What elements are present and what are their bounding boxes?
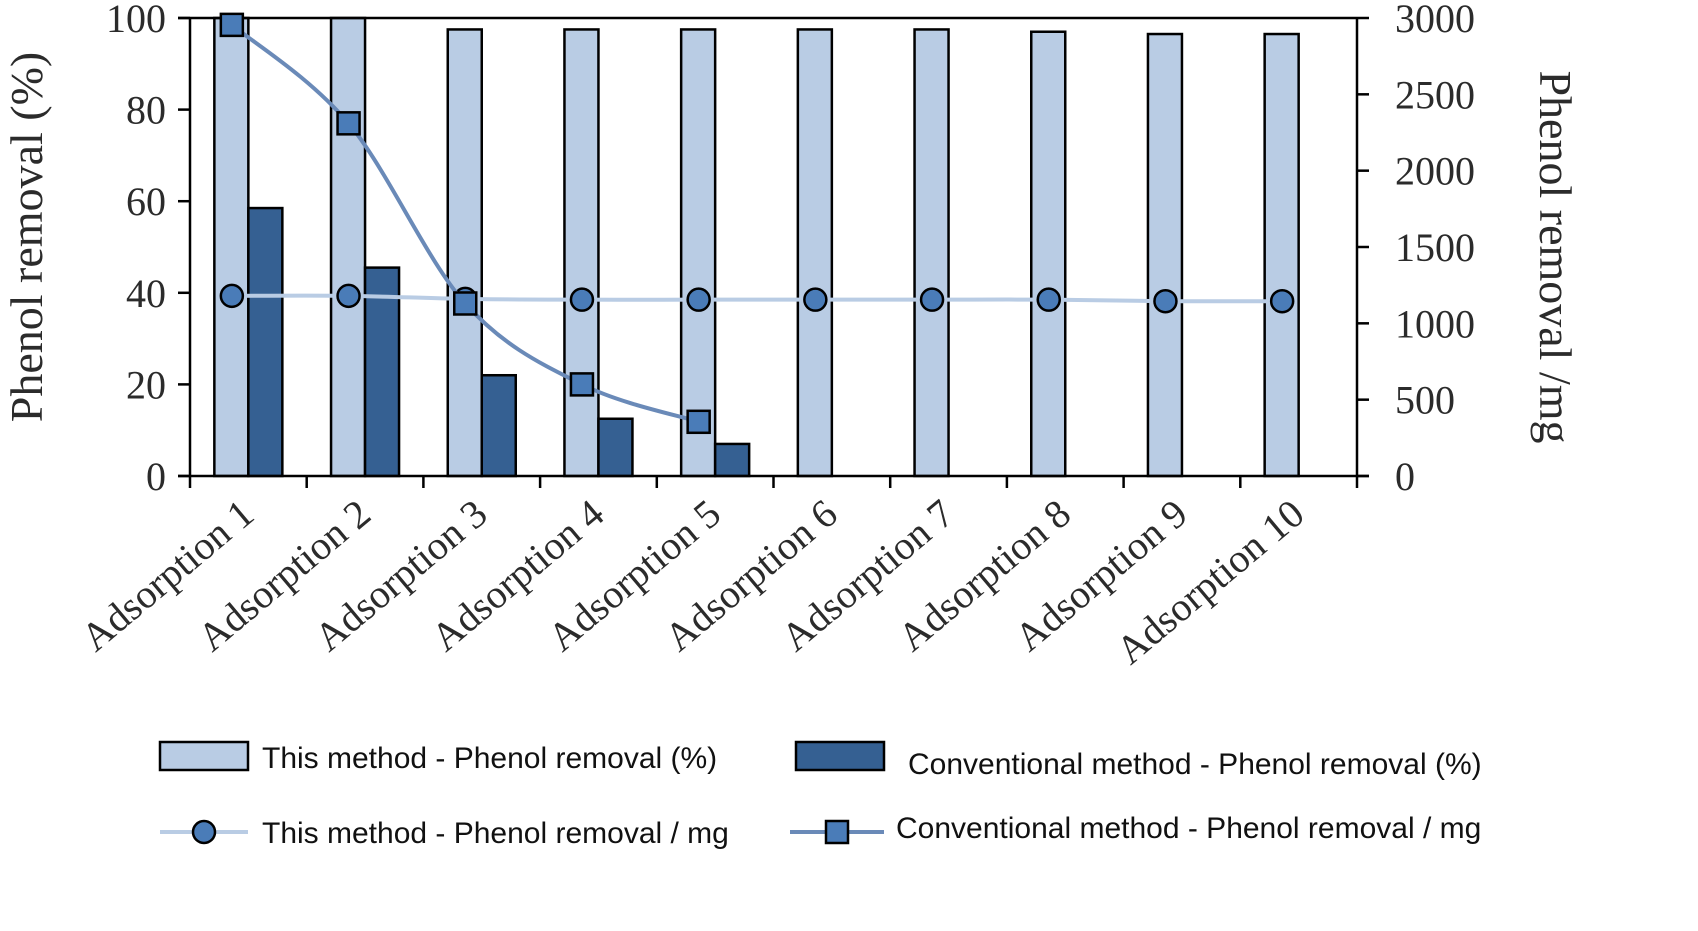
bar-conventional-method-1 — [247, 206, 284, 478]
legend-label-conventional-method-line: Conventional method - Phenol removal / m… — [896, 812, 1481, 845]
this-method-point-4 — [569, 287, 595, 312]
conventional-method-bars — [247, 206, 751, 478]
bar-this-method-9 — [1146, 32, 1184, 478]
right-tick-label-0: 0 — [1395, 454, 1415, 499]
bar-this-method-2 — [329, 16, 367, 478]
left-tick-label-3: 60 — [126, 179, 166, 224]
left-axis-title: Phenol removal (%) — [1, 52, 52, 422]
left-axis-ticks: 0 20 40 60 80 100 — [106, 0, 190, 499]
right-tick-label-3: 1500 — [1395, 225, 1475, 270]
legend-label-this-method-line: This method - Phenol removal / mg — [262, 817, 729, 850]
bar-this-method-5 — [679, 28, 717, 478]
legend-swatch-this-method-bar — [158, 740, 250, 772]
left-tick-label-4: 80 — [126, 88, 166, 133]
bar-this-method-6 — [796, 28, 834, 478]
left-tick-label-2: 40 — [126, 271, 166, 316]
right-tick-label-1: 500 — [1395, 378, 1455, 423]
this-method-point-9 — [1153, 288, 1178, 314]
this-method-point-2 — [336, 283, 361, 309]
this-method-point-10 — [1269, 288, 1295, 314]
this-method-line-path — [231, 293, 1283, 304]
bar-conventional-method-4 — [597, 417, 634, 478]
left-tick-label-5: 100 — [106, 0, 166, 41]
bar-this-method-3 — [446, 28, 483, 478]
bar-this-method-4 — [563, 28, 600, 478]
this-method-bars — [213, 16, 1300, 478]
conventional-method-line — [219, 12, 711, 435]
left-tick-label-0: 0 — [146, 454, 166, 499]
right-axis-ticks: 0 500 1000 1500 2000 2500 3000 — [1357, 0, 1475, 499]
bar-this-method-8 — [1030, 30, 1067, 478]
right-tick-label-2: 1000 — [1395, 301, 1475, 346]
this-method-point-7 — [919, 287, 945, 312]
this-method-point-8 — [1036, 287, 1061, 312]
this-method-point-6 — [803, 287, 828, 312]
conventional-method-point-5 — [686, 409, 711, 435]
bar-this-method-1 — [213, 16, 250, 478]
legend-label-conventional-method-bar: Conventional method - Phenol removal (%) — [908, 748, 1482, 781]
bar-conventional-method-2 — [363, 266, 401, 478]
bar-conventional-method-5 — [713, 442, 751, 478]
conventional-method-point-3 — [453, 291, 478, 316]
this-method-point-1 — [219, 283, 245, 309]
legend-marker-this-method — [191, 819, 217, 845]
right-tick-label-6: 3000 — [1395, 0, 1475, 41]
legend: This method - Phenol removal (%) Convent… — [158, 740, 1482, 850]
conventional-method-point-1 — [219, 12, 245, 38]
legend-swatch-conventional-method-bar — [794, 740, 886, 772]
conventional-method-point-4 — [569, 372, 595, 397]
bar-this-method-7 — [913, 28, 950, 478]
left-tick-label-1: 20 — [126, 362, 166, 407]
right-tick-label-4: 2000 — [1395, 149, 1475, 194]
legend-marker-conventional-method — [824, 819, 850, 845]
legend-label-this-method-bar: This method - Phenol removal (%) — [262, 742, 717, 775]
bar-conventional-method-3 — [480, 373, 517, 478]
conventional-method-point-2 — [336, 111, 361, 136]
this-method-point-5 — [686, 287, 711, 312]
right-axis-title: Phenol removal /mg — [1530, 70, 1581, 443]
right-tick-label-5: 2500 — [1395, 72, 1475, 117]
bar-this-method-10 — [1263, 32, 1300, 478]
